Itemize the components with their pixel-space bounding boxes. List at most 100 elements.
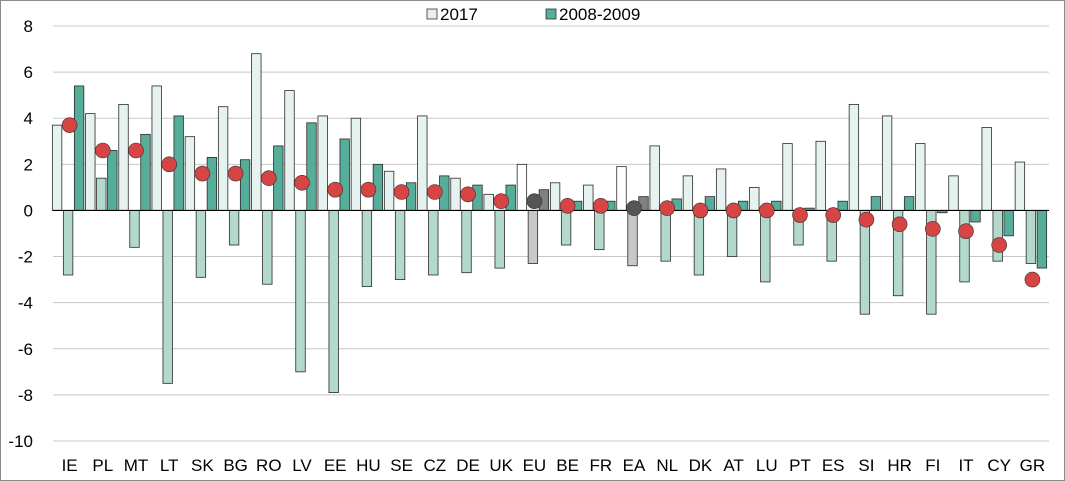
bar-BE-s0 xyxy=(549,182,561,211)
bar-SI-s2 xyxy=(870,196,882,211)
x-tick-label-UK: UK xyxy=(489,456,513,475)
legend: 2017 2008-2009 xyxy=(426,5,640,24)
bar-MT-s1 xyxy=(129,210,140,248)
bar-CY-s1 xyxy=(992,210,1003,262)
bar-LV-s1 xyxy=(295,210,306,373)
marker-LV xyxy=(294,174,310,191)
bar-DE-s0 xyxy=(450,177,461,211)
bar-LU-s1 xyxy=(760,210,771,283)
bar-BG-s1 xyxy=(228,210,240,246)
marker-ES xyxy=(825,207,842,223)
bar-PL-s0 xyxy=(85,113,96,211)
y-tick-label: 2 xyxy=(24,155,33,174)
marker-BG xyxy=(227,165,244,182)
bar-RO-s1 xyxy=(262,210,273,285)
x-axis-ticks: IE PL MT LT SK BG RO LV EE HU SE CZ DE UK EU BE FR EA NL DK… xyxy=(62,456,1046,475)
bar-GR-s2 xyxy=(1036,210,1048,269)
x-tick-label-ES: ES xyxy=(822,456,845,475)
x-tick-label-GR: GR xyxy=(1020,456,1046,475)
bar-ES-s0 xyxy=(815,140,826,211)
bar-LV-s2 xyxy=(306,122,317,211)
bar-RO-s0 xyxy=(251,53,262,211)
x-tick-label-FI: FI xyxy=(925,456,940,475)
x-tick-label-DK: DK xyxy=(689,456,713,475)
bar-EU-s0 xyxy=(516,163,528,211)
bar-NL-s0 xyxy=(649,145,660,211)
legend-swatch-2017 xyxy=(426,8,438,20)
marker-PL xyxy=(95,142,111,159)
bar-HU-s0 xyxy=(350,117,362,211)
bar-DE-s1 xyxy=(461,210,472,274)
bar-LT-s1 xyxy=(162,210,173,384)
marker-MT xyxy=(128,142,144,159)
x-tick-label-DE: DE xyxy=(456,456,480,475)
bar-CY-s2 xyxy=(1003,210,1014,237)
x-tick-label-HU: HU xyxy=(356,456,381,475)
bar-SK-s2 xyxy=(206,157,218,211)
bar-IT-s0 xyxy=(948,175,959,211)
marker-RO xyxy=(260,170,277,186)
x-tick-label-EE: EE xyxy=(324,456,347,475)
bar-EA-s1 xyxy=(627,210,638,267)
legend-label-2017: 2017 xyxy=(440,5,478,24)
bar-EU-s1 xyxy=(527,210,539,264)
bar-LT-s0 xyxy=(151,85,162,211)
marker-LU xyxy=(758,202,775,219)
x-tick-label-BE: BE xyxy=(556,456,579,475)
bar-DK-s1 xyxy=(693,210,705,276)
bar-PT-s0 xyxy=(782,143,793,211)
bar-IE-s2 xyxy=(73,85,85,211)
x-tick-label-FR: FR xyxy=(589,456,612,475)
bar-BG-s0 xyxy=(217,106,229,211)
bar-EE-s2 xyxy=(339,138,350,211)
bar-SK-s0 xyxy=(184,136,196,211)
y-tick-label: 8 xyxy=(24,17,33,36)
x-tick-label-MT: MT xyxy=(124,456,149,475)
bar-UK-s1 xyxy=(494,210,505,269)
bar-HR-s2 xyxy=(903,196,915,211)
bar-AT-s0 xyxy=(715,168,727,211)
y-tick-label: -6 xyxy=(18,340,33,359)
bar-HR-s0 xyxy=(881,115,893,211)
marker-UK xyxy=(493,193,510,210)
marker-EU xyxy=(526,193,543,210)
bar-IT-s1 xyxy=(959,210,970,283)
x-tick-label-CZ: CZ xyxy=(423,456,446,475)
bar-IT-s2 xyxy=(970,210,981,223)
x-tick-label-RO: RO xyxy=(256,456,282,475)
y-tick-label: -2 xyxy=(18,248,33,267)
marker-IE xyxy=(61,117,78,133)
x-tick-label-SE: SE xyxy=(390,456,413,475)
marker-HR xyxy=(891,216,908,233)
marker-AT xyxy=(725,202,742,219)
x-tick-label-IT: IT xyxy=(958,456,973,475)
x-tick-label-EU: EU xyxy=(523,456,547,475)
marker-HU xyxy=(360,181,377,198)
bar-IE-s1 xyxy=(62,210,74,276)
bar-MT-s0 xyxy=(118,103,129,211)
marker-BE xyxy=(559,198,576,214)
bar-SE-s1 xyxy=(394,210,406,281)
bar-FI-s0 xyxy=(915,143,926,211)
x-tick-label-EA: EA xyxy=(623,456,646,475)
y-axis-ticks: -10 -8 -6 -4 -2 0 2 4 6 8 xyxy=(8,17,33,451)
x-tick-label-SK: SK xyxy=(191,456,214,475)
y-tick-label: 6 xyxy=(24,63,33,82)
bar-CY-s0 xyxy=(981,127,992,211)
x-tick-label-AT: AT xyxy=(723,456,743,475)
x-tick-label-IE: IE xyxy=(62,456,78,475)
x-tick-label-HR: HR xyxy=(887,456,912,475)
marker-SE xyxy=(393,184,410,200)
marker-SK xyxy=(194,165,211,182)
bar-CZ-s0 xyxy=(417,115,428,211)
bar-SI-s0 xyxy=(848,103,860,211)
y-tick-label: -10 xyxy=(8,432,33,451)
bar-ES-s2 xyxy=(837,200,848,211)
marker-EA xyxy=(626,200,642,216)
bar-LU-s0 xyxy=(749,186,760,211)
x-tick-label-LT: LT xyxy=(160,456,179,475)
bar-EA-s0 xyxy=(616,166,627,211)
x-tick-label-PL: PL xyxy=(92,456,113,475)
marker-DK xyxy=(692,202,709,219)
